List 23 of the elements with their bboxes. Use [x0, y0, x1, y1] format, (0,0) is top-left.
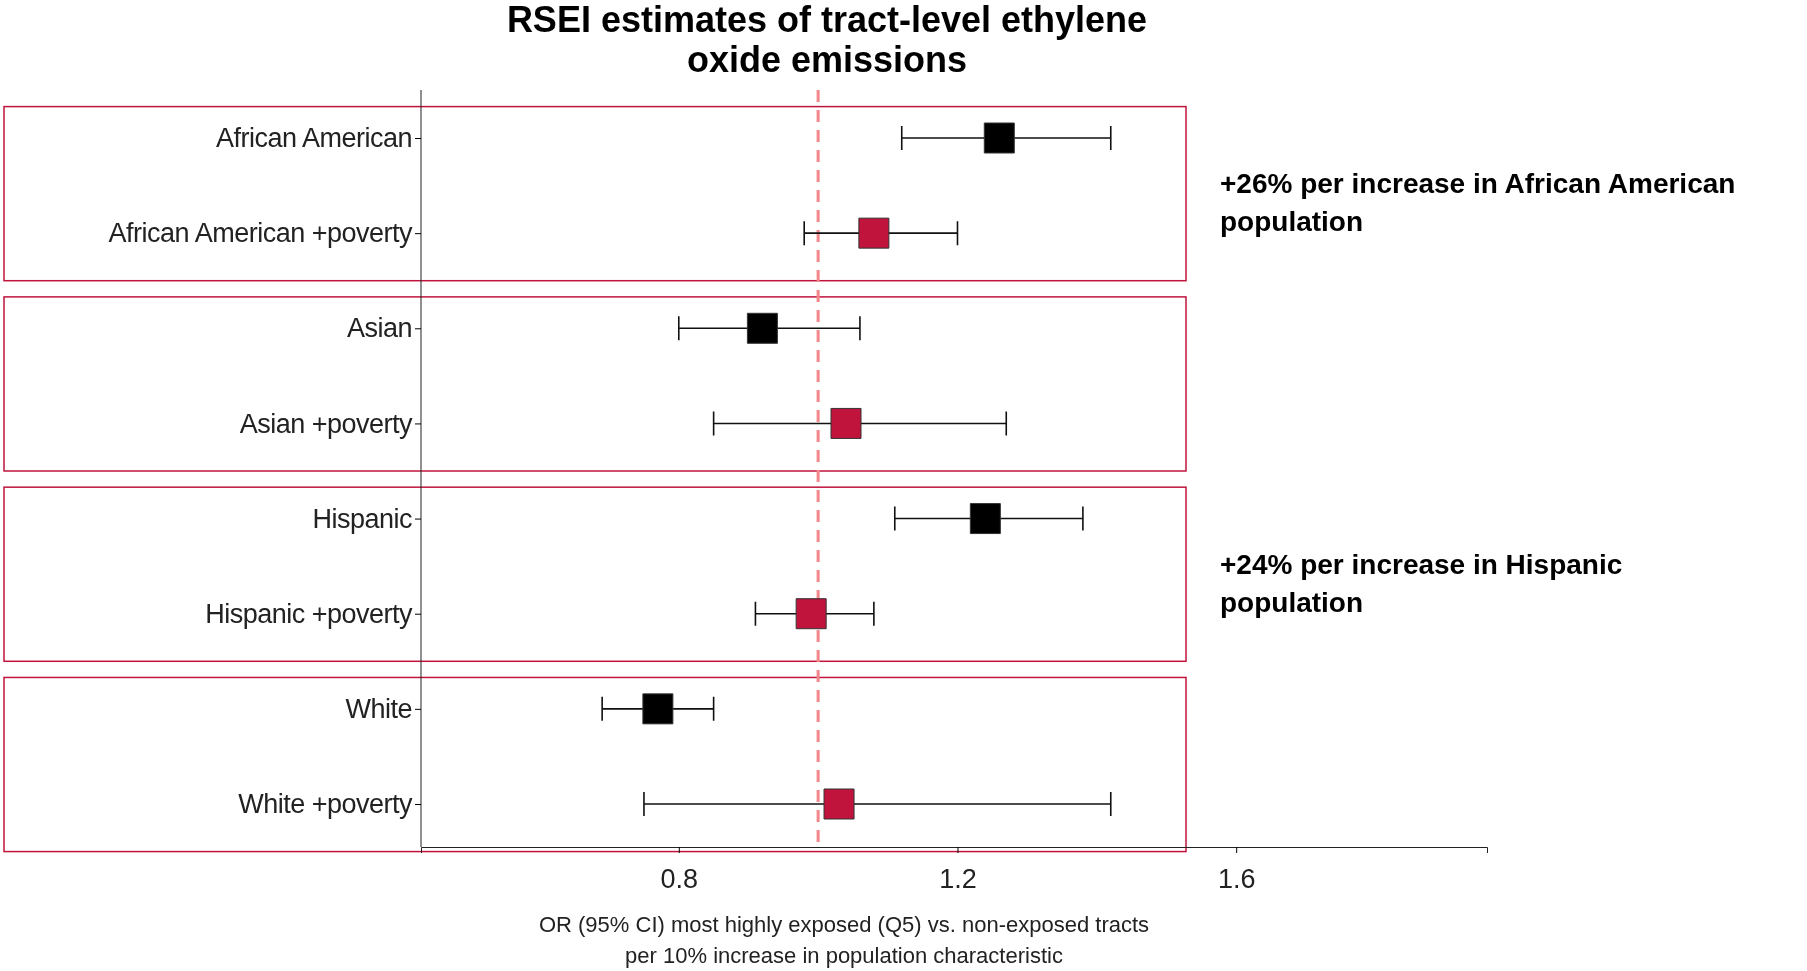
x-tick-label: 0.8: [660, 864, 699, 895]
point: [858, 217, 890, 249]
y-tick-label: African American: [215, 123, 412, 154]
point: [746, 312, 778, 344]
point: [795, 598, 827, 630]
chart-title: RSEI estimates of tract-level ethylene oxide emissions: [506, 0, 1148, 80]
point: [642, 693, 674, 725]
point: [983, 122, 1015, 154]
y-tick-label: Hispanic +poverty: [205, 598, 413, 629]
point: [823, 788, 855, 820]
y-tick-label: White: [345, 694, 412, 724]
y-tick-label: Hispanic: [312, 503, 412, 534]
x-axis-title: OR (95% CI) most highly exposed (Q5) vs. non-exposed tracts per 10% increase in population characteristic: [538, 912, 1150, 968]
y-tick-label: African American +poverty: [108, 218, 413, 249]
y-tick-label: White +poverty: [238, 789, 413, 820]
point: [969, 503, 1001, 535]
annotation: +26% per increase in African American population: [1220, 168, 1736, 237]
x-tick-label: 1.6: [1217, 864, 1256, 895]
y-tick-label: Asian +poverty: [239, 408, 413, 439]
y-tick-label: Asian: [346, 313, 412, 344]
annotation: +24% per increase in Hispanic population: [1220, 548, 1623, 618]
point: [830, 407, 862, 439]
x-tick-label: 1.2: [939, 864, 977, 895]
